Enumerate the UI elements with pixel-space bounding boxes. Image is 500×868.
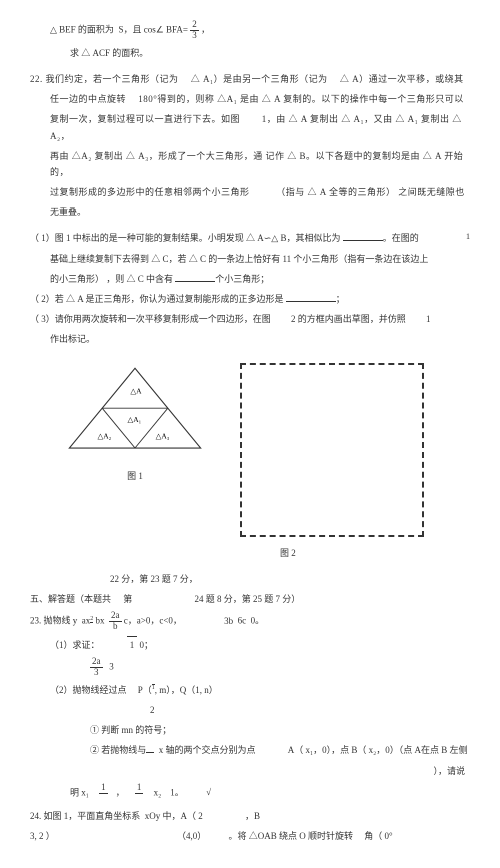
p21-line1: △ BEF 的面积为 S，且 cos∠ BFA= 2 3 ， [50, 20, 470, 41]
p23-sub2: 2 [150, 702, 470, 718]
p24-l2: 3, 2 ） （4,0） 。将 △OAB 绕点 O 顺时针旋转 角（ 0° [30, 828, 470, 844]
frac-2-3: 2 3 [190, 20, 199, 41]
problem-23: 23. 抛物线 y ax2 bx 2ab c，a>0，c<0， 3b 6c 0。 [30, 611, 470, 632]
blank-ratio [343, 231, 383, 241]
figure-1: △A △A₁ △A₂ △A₃ 图 1 [60, 363, 210, 484]
blank-polygon [286, 292, 336, 302]
p23-circ2: ② 若抛物线与 x 轴的两个交点分别为点 A（ x₁，0），点 B（ x₂，0）… [90, 742, 470, 758]
p23-circ1: ① 判断 mn 的符号； [90, 722, 470, 738]
figcap-1: 图 1 [60, 468, 210, 484]
figure-row: △A △A₁ △A₂ △A₃ 图 1 [60, 363, 470, 537]
figure-2-box [240, 363, 424, 537]
section-5: 22 分，第 23 题 7 分， 五、解答题（本题共 第 24 题 8 分，第 … [30, 571, 470, 607]
p23-q1: （1）求证： 1 0； [50, 636, 470, 653]
p21-line2: 求 △ ACF 的面积。 [70, 45, 470, 61]
p23-last: 明 x₁ 1 ， 1 x₂ 1。 √ [70, 783, 470, 804]
problem-22: 22. 我们约定，若一个三角形（记为 △ A₁）是由另一个三角形（记为 △ A）… [30, 71, 470, 221]
p22-q3: （ 3）请你用两次旋转和一次平移复制形成一个四边形，在图 2 的方框内画出草图，… [30, 311, 470, 327]
lbl-A3: △A₃ [156, 431, 170, 440]
problem-24: 24. 如图 1，平面直角坐标系 xOy 中，A（ 2 ，B [30, 808, 470, 824]
lbl-A1: △A₁ [128, 414, 142, 423]
lbl-A2: △A₂ [98, 431, 112, 440]
lbl-A: △A [130, 386, 142, 395]
p23-ptb: ），请说 [30, 763, 465, 779]
triangle-diagram: △A △A₁ △A₂ △A₃ [60, 363, 210, 458]
p23-q2: （2）抛物线经过点 P（1, m），Q（1, n） [50, 682, 470, 698]
answer-box [240, 363, 424, 537]
p23-frac: 2a3 3 [90, 657, 470, 678]
blank-count [175, 272, 215, 282]
figcap-2: 图 2 [280, 545, 470, 561]
p22-q2: （ 2）若 △ A 是正三角形，你认为通过复制能形成的正多边形是 ； [30, 291, 470, 307]
p22-q1: 1（ 1）图 1 中标出的是一种可能的复制结果。小明发现 △ A∽△ B，其相似… [30, 230, 470, 287]
